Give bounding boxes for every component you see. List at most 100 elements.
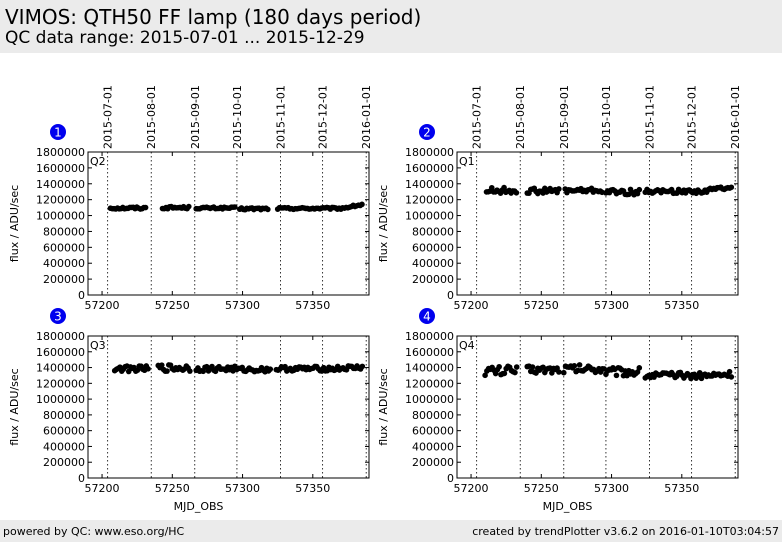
y-tick-label: 1000000 [405, 210, 454, 223]
y-tick-label: 1800000 [405, 146, 454, 159]
data-point [513, 189, 520, 196]
data-point [187, 368, 193, 374]
x-tick-label: 57300 [225, 299, 260, 312]
y-tick-label: 200000 [412, 456, 454, 469]
data-point [488, 184, 495, 191]
date-label: 2015-07-01 [471, 85, 484, 149]
x-tick-label: 57200 [454, 299, 489, 312]
x-tick-label: 57200 [85, 299, 120, 312]
y-tick-label: 600000 [43, 425, 85, 438]
data-point [529, 364, 536, 370]
date-label: 2015-08-01 [514, 85, 527, 149]
y-tick-label: 1400000 [36, 178, 85, 191]
y-tick-label: 0 [447, 289, 454, 302]
y-tick-label: 1600000 [405, 346, 454, 359]
quadrant-label: Q3 [90, 339, 106, 352]
page-title: VIMOS: QTH50 FF lamp (180 days period) [5, 5, 422, 29]
date-label: 2015-10-01 [600, 85, 613, 149]
plot-frame [456, 151, 739, 296]
header-bar: VIMOS: QTH50 FF lamp (180 days period) Q… [0, 0, 782, 53]
page-subtitle: QC data range: 2015-07-01 ... 2015-12-29 [5, 28, 365, 48]
data-point [634, 369, 641, 375]
y-tick-label: 1800000 [36, 146, 85, 159]
x-axis-label: MJD_OBS [543, 500, 593, 513]
x-tick-label: 57250 [155, 482, 190, 495]
date-label: 2015-09-01 [558, 85, 571, 149]
y-tick-label: 1400000 [405, 178, 454, 191]
data-point [728, 374, 735, 380]
y-axis-label: flux / ADU/sec [377, 368, 390, 445]
y-tick-label: 1600000 [36, 346, 85, 359]
y-tick-label: 0 [447, 472, 454, 485]
date-label: 2015-11-01 [643, 85, 656, 149]
data-point [267, 366, 274, 372]
x-axis-label: MJD_OBS [174, 500, 224, 513]
data-point [142, 204, 149, 211]
x-tick-label: 57200 [454, 482, 489, 495]
y-tick-label: 1000000 [36, 210, 85, 223]
date-label: 2015-11-01 [274, 85, 287, 149]
data-point [726, 368, 733, 375]
y-tick-label: 600000 [43, 241, 85, 254]
data-point [359, 363, 366, 370]
y-tick-label: 200000 [43, 273, 85, 286]
x-tick-label: 57250 [524, 482, 559, 495]
date-label: 2015-07-01 [102, 85, 115, 149]
y-tick-label: 1200000 [36, 377, 85, 390]
plot-frame [87, 151, 370, 296]
panel-number: 3 [54, 310, 62, 324]
data-point [556, 369, 562, 375]
chart-panel-3: 0 200000 400000 600000 800000 1000000 1200000 1… [8, 308, 370, 513]
y-tick-label: 400000 [43, 440, 85, 453]
chart-panel-4: 0 200000 400000 600000 800000 1000000 1200000 1… [377, 308, 739, 513]
data-point [512, 369, 518, 376]
y-tick-label: 1000000 [405, 393, 454, 406]
chart-panel-2: 0 200000 400000 600000 800000 1000000 1200000 1… [377, 85, 742, 312]
y-tick-label: 1800000 [405, 330, 454, 343]
y-tick-label: 800000 [412, 409, 454, 422]
x-tick-label: 57350 [295, 299, 330, 312]
y-tick-label: 800000 [43, 409, 85, 422]
y-tick-label: 1200000 [405, 377, 454, 390]
data-point [232, 204, 238, 210]
quadrant-label: Q2 [90, 155, 106, 168]
data-point [728, 184, 735, 191]
x-tick-label: 57300 [594, 482, 629, 495]
y-tick-label: 800000 [412, 225, 454, 238]
y-tick-label: 400000 [412, 257, 454, 270]
y-tick-label: 200000 [412, 273, 454, 286]
x-tick-label: 57350 [664, 482, 699, 495]
data-point [571, 362, 578, 369]
x-tick-label: 57250 [155, 299, 190, 312]
data-point [265, 206, 271, 213]
x-tick-label: 57300 [594, 299, 629, 312]
x-tick-label: 57250 [524, 299, 559, 312]
quadrant-label: Q1 [459, 155, 475, 168]
date-label: 2015-09-01 [189, 85, 202, 149]
data-point [158, 362, 165, 368]
data-point [560, 369, 567, 376]
y-tick-label: 200000 [43, 456, 85, 469]
date-label: 2015-10-01 [231, 85, 244, 149]
data-point [145, 366, 151, 372]
y-axis-label: flux / ADU/sec [8, 368, 21, 445]
y-tick-label: 800000 [43, 225, 85, 238]
x-tick-label: 57300 [225, 482, 260, 495]
data-point [556, 186, 562, 192]
x-tick-label: 57350 [664, 299, 699, 312]
trend-plots: 0 200000 400000 600000 800000 1000000 1200000 1… [8, 85, 742, 513]
y-tick-label: 1200000 [36, 194, 85, 207]
y-tick-label: 600000 [412, 241, 454, 254]
panel-number-badge [419, 308, 435, 324]
date-label: 2015-08-01 [145, 85, 158, 149]
y-tick-label: 600000 [412, 425, 454, 438]
data-point [636, 186, 643, 193]
panel-number-badge [50, 308, 66, 324]
data-point [636, 365, 643, 371]
plot-frame [87, 335, 370, 479]
panel-number: 4 [423, 310, 431, 324]
data-point [164, 368, 170, 374]
quadrant-label: Q4 [459, 339, 475, 352]
y-tick-label: 1200000 [405, 194, 454, 207]
y-tick-label: 1400000 [405, 362, 454, 375]
